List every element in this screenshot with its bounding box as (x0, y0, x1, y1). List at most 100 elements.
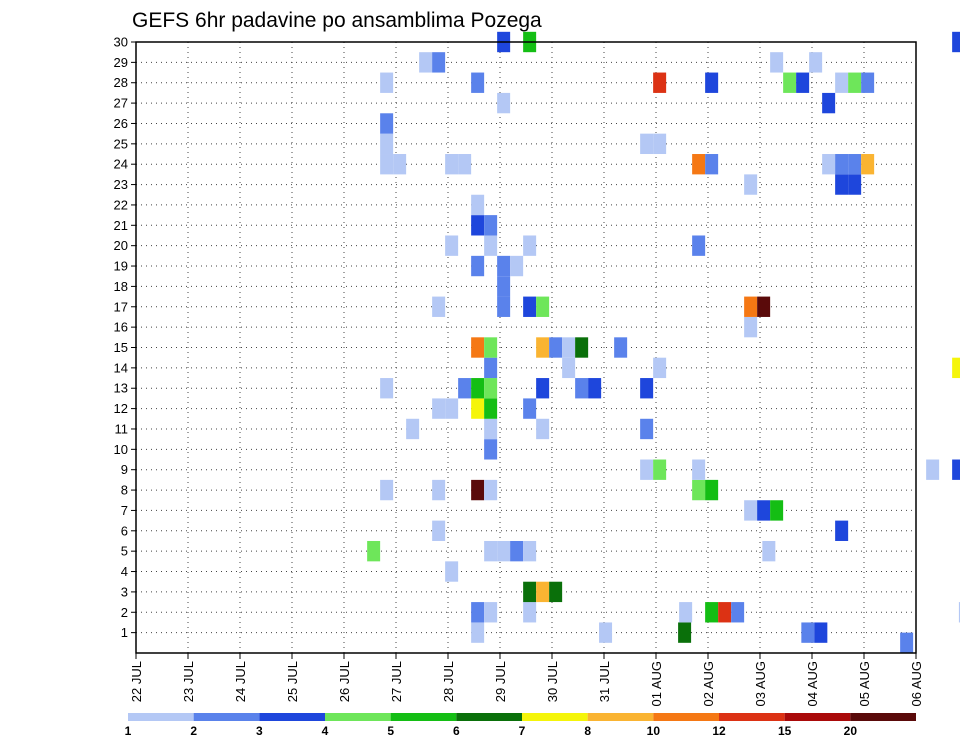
y-tick-label: 26 (114, 116, 128, 131)
legend-label: 5 (387, 724, 394, 738)
y-tick-label: 3 (121, 584, 128, 599)
heatmap-cell (432, 479, 446, 501)
heatmap-cell (744, 296, 758, 317)
heatmap-cell (549, 337, 563, 358)
y-tick-label: 1 (121, 625, 128, 640)
heatmap-cell (484, 357, 498, 379)
heatmap-cell (367, 540, 381, 562)
y-tick-label: 9 (121, 462, 128, 477)
heatmap-cell (380, 113, 394, 134)
y-tick-label: 2 (121, 605, 128, 620)
heatmap-cell (393, 154, 407, 175)
heatmap-cell (678, 622, 692, 643)
heatmap-cell (484, 235, 498, 256)
heatmap-cell (562, 337, 576, 358)
legend-swatch (522, 713, 588, 721)
x-tick-label: 22 JUL (129, 661, 144, 702)
heatmap-cell (484, 479, 498, 501)
legend-label: 15 (778, 724, 792, 738)
heatmap-cell (640, 418, 654, 440)
legend-swatch (719, 713, 785, 721)
heatmap-cell (497, 255, 511, 277)
heatmap-cell (575, 378, 589, 399)
y-tick-label: 25 (114, 136, 128, 151)
heatmap-cell (770, 52, 784, 73)
x-tick-label: 03 AUG (753, 661, 768, 707)
heatmap-cell (822, 92, 836, 114)
heatmap-cell (523, 296, 537, 317)
heatmap-cell (523, 235, 537, 256)
heatmap-cell (471, 215, 485, 236)
heatmap-cell (523, 581, 537, 603)
heatmap-cell (848, 72, 862, 93)
legend-label: 7 (519, 724, 526, 738)
legend-swatch (456, 713, 522, 721)
heatmap-cell (484, 602, 498, 623)
legend-swatch (325, 713, 391, 721)
y-tick-label: 29 (114, 55, 128, 70)
heatmap-cell (497, 296, 511, 317)
heatmap-cell (822, 154, 836, 175)
heatmap-cell (432, 52, 446, 73)
heatmap-cell (380, 133, 394, 155)
x-tick-label: 05 AUG (857, 661, 872, 707)
legend-label: 20 (844, 724, 858, 738)
heatmap-cell (770, 500, 784, 521)
heatmap-cell (562, 357, 576, 379)
x-tick-label: 24 JUL (233, 661, 248, 702)
y-tick-label: 8 (121, 483, 128, 498)
y-tick-label: 14 (114, 360, 128, 375)
x-tick-label: 29 JUL (493, 661, 508, 702)
x-tick-label: 06 AUG (909, 661, 924, 707)
x-tick-label: 02 AUG (701, 661, 716, 707)
heatmap-cell (575, 337, 589, 358)
heatmap-cell (523, 602, 537, 623)
heatmap-cell (471, 378, 485, 399)
heatmap-cell (549, 581, 563, 603)
heatmap-cells (367, 31, 960, 653)
heatmap-cell (744, 316, 758, 338)
heatmap-cell (861, 72, 875, 93)
legend-label: 1 (125, 724, 132, 738)
legend-swatch (390, 713, 457, 721)
heatmap-cell (458, 378, 472, 399)
y-tick-label: 20 (114, 238, 128, 253)
heatmap-cell (744, 500, 758, 521)
y-tick-label: 28 (114, 75, 128, 90)
legend-swatch (784, 713, 851, 721)
heatmap-cell (406, 418, 420, 440)
heatmap-cell (484, 215, 498, 236)
heatmap-cell (926, 459, 940, 480)
legend-label: 8 (584, 724, 591, 738)
heatmap-cell (705, 602, 719, 623)
y-tick-label: 11 (115, 421, 129, 436)
heatmap-cell (445, 235, 459, 256)
x-tick-label: 26 JUL (337, 661, 352, 702)
heatmap-cell (445, 154, 459, 175)
heatmap-cell (380, 72, 394, 93)
heatmap-cell (380, 479, 394, 501)
heatmap-cell (380, 378, 394, 399)
heatmap-cell (835, 154, 849, 175)
heatmap-cell (497, 276, 511, 297)
legend-swatch (653, 713, 719, 721)
heatmap-cell (536, 378, 550, 399)
y-tick-label: 6 (121, 523, 128, 538)
y-tick-label: 30 (114, 35, 128, 50)
x-tick-label: 31 JUL (597, 661, 612, 702)
heatmap-cell (653, 133, 667, 155)
legend-label: 12 (712, 724, 726, 738)
heatmap-cell (614, 337, 628, 358)
heatmap-cell (484, 418, 498, 440)
heatmap-cell (640, 459, 654, 480)
x-tick-label: 25 JUL (285, 661, 300, 702)
y-tick-label: 16 (114, 320, 128, 335)
heatmap-cell (471, 398, 485, 419)
heatmap-cell (432, 398, 446, 419)
y-tick-label: 18 (114, 279, 128, 294)
heatmap-cell (757, 296, 771, 317)
heatmap-cell (471, 194, 485, 216)
heatmap-cell (510, 540, 524, 562)
chart-title: GEFS 6hr padavine po ansamblima Pozega (132, 9, 542, 32)
legend-swatch (850, 713, 916, 721)
